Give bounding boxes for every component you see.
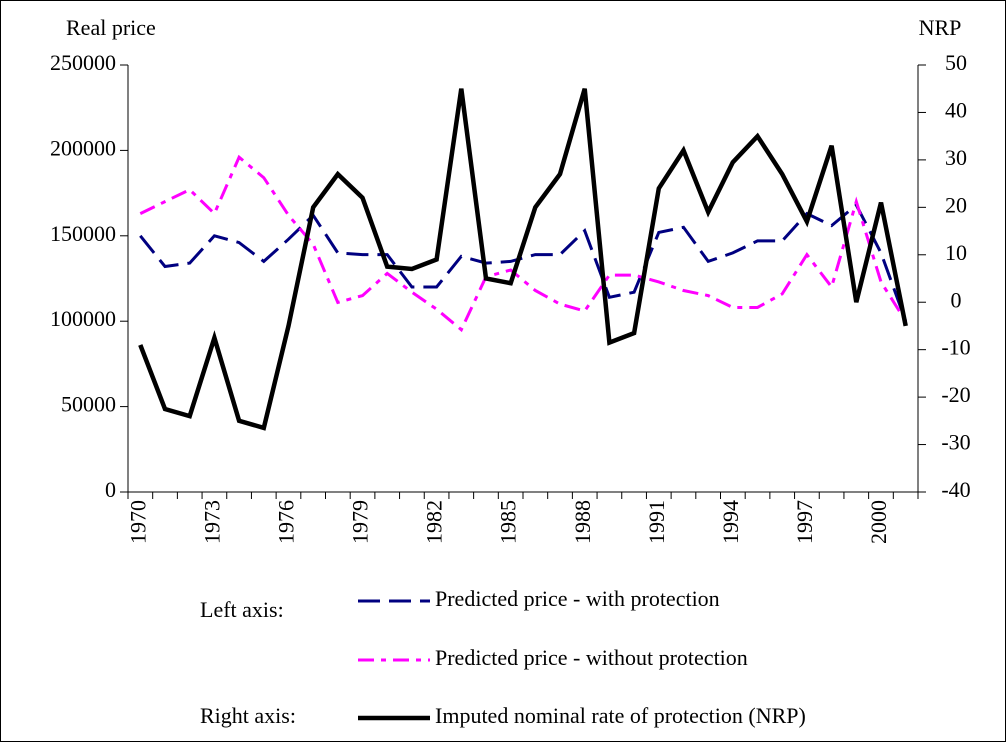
series-line (138, 88, 908, 431)
y-axis-label: Real price (66, 15, 156, 40)
x-tick-label: 1985 (496, 500, 521, 544)
y2-tick-label: 30 (945, 145, 967, 170)
x-tick-label: 1970 (125, 500, 150, 544)
legend-label: Imputed nominal rate of protection (NRP) (435, 703, 806, 728)
x-tick-label: 1979 (348, 500, 373, 544)
series-line (139, 202, 908, 322)
x-tick-label: 1991 (644, 500, 669, 544)
y2-tick-label: -10 (941, 335, 970, 360)
series-line (139, 154, 907, 333)
y-tick-label: 100000 (50, 306, 116, 331)
legend-group-label: Right axis: (200, 703, 296, 728)
y-tick-label: 0 (105, 477, 116, 502)
y2-axis-label: NRP (919, 15, 962, 40)
y2-tick-label: 40 (945, 97, 967, 122)
y2-tick-label: -20 (941, 382, 970, 407)
legend-label: Predicted price - with protection (435, 586, 720, 611)
y2-tick-label: -40 (941, 477, 970, 502)
y2-tick-label: 10 (945, 240, 967, 265)
legend-label: Predicted price - without protection (435, 645, 748, 670)
y-tick-label: 200000 (50, 135, 116, 160)
x-tick-label: 1976 (274, 500, 299, 544)
x-tick-label: 1994 (718, 500, 743, 544)
x-tick-label: 2000 (866, 500, 891, 544)
y-tick-label: 50000 (61, 392, 116, 417)
y2-tick-label: 0 (951, 287, 962, 312)
y2-tick-label: 50 (945, 50, 967, 75)
x-tick-label: 1988 (570, 500, 595, 544)
legend-group-label: Left axis: (200, 597, 284, 622)
y-tick-label: 250000 (50, 50, 116, 75)
y-tick-label: 150000 (50, 221, 116, 246)
x-tick-label: 1997 (792, 500, 817, 544)
x-tick-label: 1982 (422, 500, 447, 544)
x-tick-label: 1973 (199, 500, 224, 544)
y2-tick-label: 20 (945, 192, 967, 217)
y2-tick-label: -30 (941, 430, 970, 455)
